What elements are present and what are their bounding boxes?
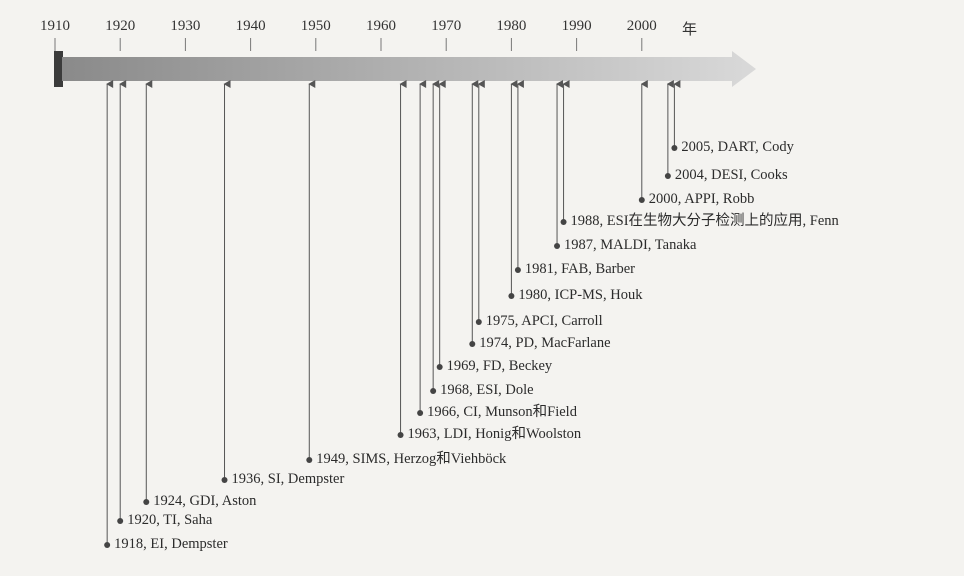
event-dot-1949	[306, 457, 313, 463]
tick-label-2000: 2000	[626, 18, 657, 34]
event-label-1963: 1963, LDI, Honig和Woolston	[407, 426, 582, 442]
event-dot-1988	[560, 219, 567, 225]
tick-label-1990: 1990	[561, 18, 592, 34]
event-label-1918: 1918, EI, Dempster	[114, 536, 228, 552]
event-label-1936: 1936, SI, Dempster	[231, 471, 345, 487]
event-dot-2000	[638, 197, 645, 203]
tick-label-1940: 1940	[235, 18, 266, 34]
timeline-bar	[54, 51, 756, 87]
timeline-bar-cap	[54, 51, 63, 87]
event-dot-1968	[430, 388, 437, 394]
event-label-1980: 1980, ICP-MS, Houk	[518, 287, 643, 303]
event-label-1924: 1924, GDI, Aston	[153, 493, 257, 509]
event-dot-1963	[397, 432, 404, 438]
tick-label-1910: 1910	[40, 18, 70, 34]
event-label-1975: 1975, APCI, Carroll	[485, 313, 603, 329]
tick-label-1980: 1980	[496, 18, 527, 34]
event-label-2005: 2005, DART, Cody	[681, 139, 794, 155]
tick-label-1920: 1920	[105, 18, 136, 34]
tick-label-1970: 1970	[431, 18, 462, 34]
event-dot-1987	[554, 243, 561, 249]
event-label-1968: 1968, ESI, Dole	[440, 382, 534, 398]
event-label-1966: 1966, CI, Munson和Field	[427, 404, 577, 420]
event-label-1988: 1988, ESI在生物大分子检测上的应用, Fenn	[570, 213, 839, 229]
timeline-arrow	[62, 51, 756, 87]
tick-label-1930: 1930	[170, 18, 201, 34]
tick-marks	[54, 38, 643, 51]
event-dot-1981	[514, 267, 521, 273]
event-dot-2005	[671, 145, 678, 151]
event-label-2000: 2000, APPI, Robb	[648, 191, 755, 207]
event-label-1987: 1987, MALDI, Tanaka	[564, 237, 697, 253]
event-label-1981: 1981, FAB, Barber	[524, 261, 635, 277]
event-dot-2004	[664, 173, 671, 179]
event-label-1949: 1949, SIMS, Herzog和Viehböck	[316, 451, 507, 467]
event-label-1920: 1920, TI, Saha	[127, 512, 213, 528]
event-dot-1936	[221, 477, 228, 483]
event-label-2004: 2004, DESI, Cooks	[674, 167, 788, 183]
tick-label-1960: 1960	[366, 18, 396, 34]
event-dot-1969	[436, 364, 443, 370]
tick-label-1950: 1950	[300, 18, 331, 34]
event-dot-1924	[143, 499, 150, 505]
event-dot-1920	[117, 518, 124, 524]
event-dot-1974	[469, 341, 476, 347]
event-dot-1975	[475, 319, 482, 325]
event-dot-1980	[508, 293, 515, 299]
event-dot-1966	[417, 410, 424, 416]
event-label-1969: 1969, FD, Beckey	[446, 358, 553, 374]
axis-unit-label: 年	[682, 22, 698, 38]
event-dot-1918	[104, 542, 111, 548]
event-label-1974: 1974, PD, MacFarlane	[479, 335, 611, 351]
event-markers	[104, 80, 681, 548]
